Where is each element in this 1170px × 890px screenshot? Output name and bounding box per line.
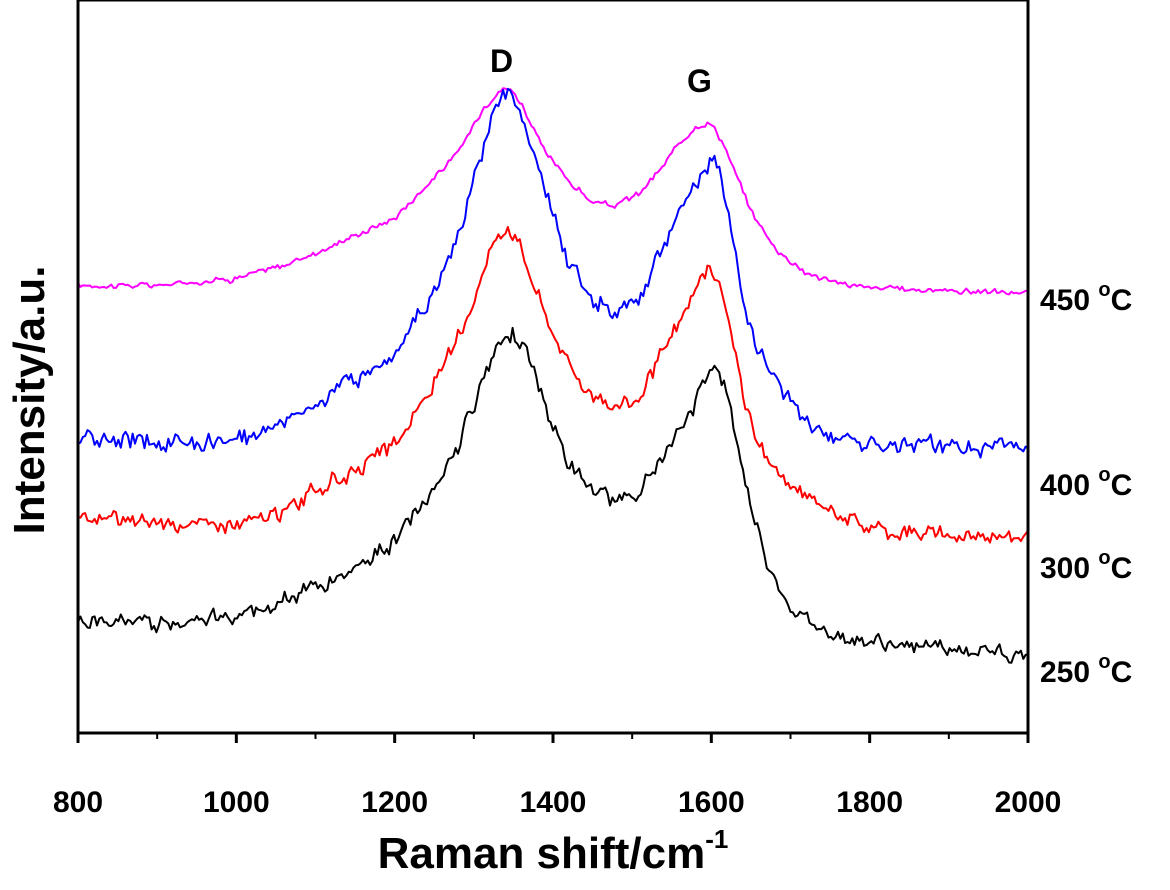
series-label-value: 450 [1040,284,1098,317]
x-axis-title: Raman shift/cm-1 [378,824,729,878]
series-line-300 [77,226,1029,544]
x-axis-title-main: Raman shift/cm [378,829,706,878]
y-axis-title: Intensity/a.u. [5,266,54,535]
series-line-450 [77,87,1029,296]
x-tick-label-1600: 1600 [678,786,745,819]
x-axis-ticks [76,733,1030,743]
plot-frame [76,0,1030,735]
series-label-value: 400 [1040,469,1098,502]
series-label-unit: C [1111,552,1133,585]
series-label-degree: o [1098,651,1110,673]
peak-label-G: G [687,63,712,99]
series-label-unit: C [1111,284,1133,317]
x-tick-label-1000: 1000 [203,786,270,819]
peak-label-D: D [490,43,513,79]
series-label-400: 400 oC [1040,464,1132,502]
series-line-400 [77,87,1029,459]
series-label-300: 300 oC [1040,547,1132,585]
x-axis-tick-labels: 800 1000 1200 1400 1600 1800 2000 [53,786,1061,819]
x-tick-label-1400: 1400 [520,786,587,819]
x-tick-label-1200: 1200 [361,786,428,819]
x-axis-title-sup: -1 [705,824,728,854]
x-tick-label-800: 800 [53,786,103,819]
series-label-450: 450 oC [1040,279,1132,317]
peak-annotations: DG [490,43,712,99]
series-label-degree: o [1098,279,1110,301]
x-tick-label-1800: 1800 [836,786,903,819]
series-label-value: 300 [1040,552,1098,585]
series-label-value: 250 [1040,656,1098,689]
series-line-250 [77,326,1029,664]
series-label-degree: o [1098,547,1110,569]
series-label-250: 250 oC [1040,651,1132,689]
series-layer [77,87,1029,664]
x-tick-label-2000: 2000 [995,786,1062,819]
series-label-degree: o [1098,464,1110,486]
series-label-unit: C [1111,656,1133,689]
series-label-unit: C [1111,469,1133,502]
